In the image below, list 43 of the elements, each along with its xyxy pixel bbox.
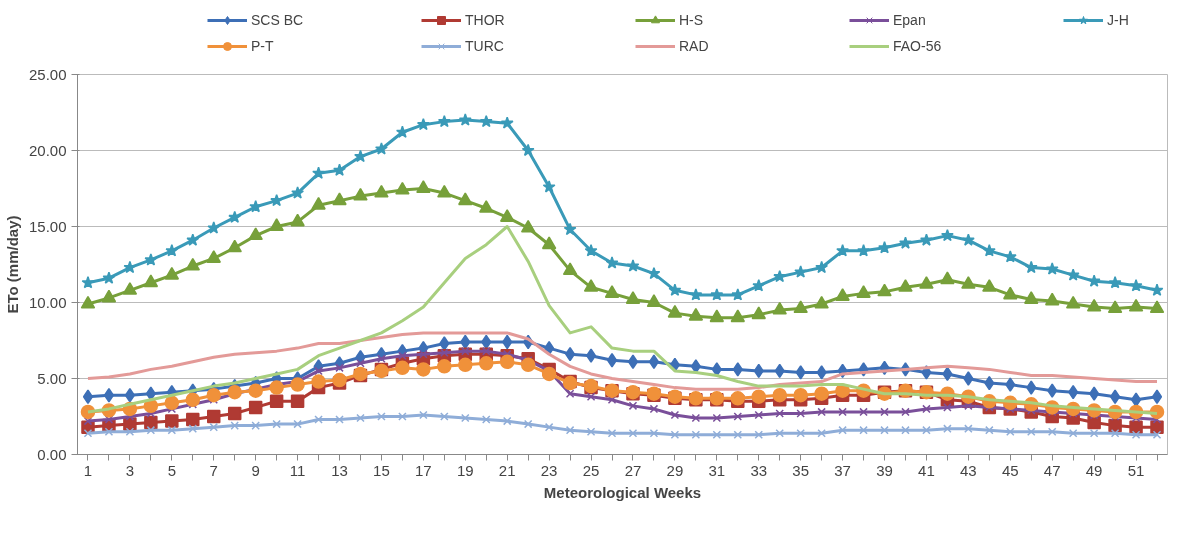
legend-label: Epan	[893, 12, 927, 28]
x-tick-label: 1	[83, 461, 93, 479]
legend-label: TURC	[465, 38, 505, 54]
x-tick-label: 41	[918, 461, 935, 479]
x-tick-label: 51	[1127, 461, 1145, 479]
legend-label: FAO-56	[893, 38, 943, 54]
x-tick-label: 27	[624, 461, 642, 479]
x-tick-label: 5	[167, 461, 176, 479]
y-tick-label: 10.00	[28, 293, 67, 311]
x-tick-label: 9	[251, 461, 260, 479]
legend-label: THOR	[465, 12, 506, 28]
x-tick-label: 7	[209, 461, 218, 479]
y-tick-label: 20.00	[28, 141, 67, 159]
x-tick-label: 3	[125, 461, 135, 479]
x-tick-label: 15	[373, 461, 390, 479]
legend-label: J-H	[1107, 12, 1130, 28]
legend-label: H-S	[679, 12, 705, 28]
x-tick-label: 25	[582, 461, 600, 479]
x-tick-label: 33	[750, 461, 768, 479]
legend-label: SCS BC	[251, 12, 305, 28]
x-tick-label: 37	[834, 461, 851, 479]
x-tick-label: 17	[415, 461, 432, 479]
y-tick-label: 15.00	[28, 217, 67, 235]
x-tick-label: 19	[456, 461, 474, 479]
x-tick-label: 49	[1085, 461, 1103, 479]
x-tick-label: 21	[498, 461, 516, 479]
x-tick-label: 29	[666, 461, 684, 479]
x-axis-title: Meteorological Weeks	[543, 483, 702, 501]
legend-label: P-T	[251, 38, 275, 54]
x-tick-label: 13	[331, 461, 348, 479]
x-tick-label: 47	[1043, 461, 1061, 479]
x-tick-label: 31	[708, 461, 726, 479]
y-tick-label: 0.00	[37, 445, 67, 463]
y-tick-label: 5.00	[37, 369, 67, 387]
y-tick-label: 25.00	[28, 65, 67, 83]
x-tick-label: 45	[1001, 461, 1019, 479]
x-tick-label: 23	[540, 461, 558, 479]
x-tick-label: 11	[289, 461, 306, 479]
y-axis-title: ETo (mm/day)	[3, 215, 21, 314]
x-tick-label: 43	[960, 461, 977, 479]
x-tick-label: 39	[876, 461, 893, 479]
legend-label: RAD	[679, 38, 710, 54]
x-tick-label: 35	[792, 461, 810, 479]
